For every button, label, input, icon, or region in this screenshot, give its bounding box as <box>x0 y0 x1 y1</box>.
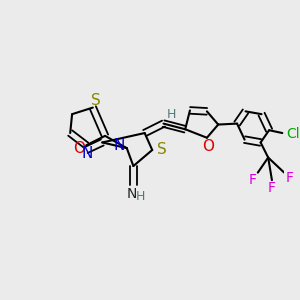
Text: F: F <box>268 181 276 195</box>
Text: F: F <box>249 173 257 187</box>
Text: O: O <box>202 139 214 154</box>
Text: H: H <box>136 190 146 203</box>
Text: N: N <box>113 138 125 153</box>
Text: N: N <box>82 146 93 161</box>
Text: S: S <box>91 92 100 107</box>
Text: Cl: Cl <box>286 127 300 141</box>
Text: F: F <box>286 171 294 185</box>
Text: N: N <box>126 187 137 201</box>
Text: S: S <box>157 142 166 158</box>
Text: O: O <box>73 141 85 156</box>
Text: H: H <box>167 108 176 121</box>
